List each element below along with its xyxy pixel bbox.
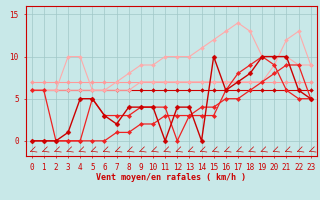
X-axis label: Vent moyen/en rafales ( km/h ): Vent moyen/en rafales ( km/h )	[96, 173, 246, 182]
